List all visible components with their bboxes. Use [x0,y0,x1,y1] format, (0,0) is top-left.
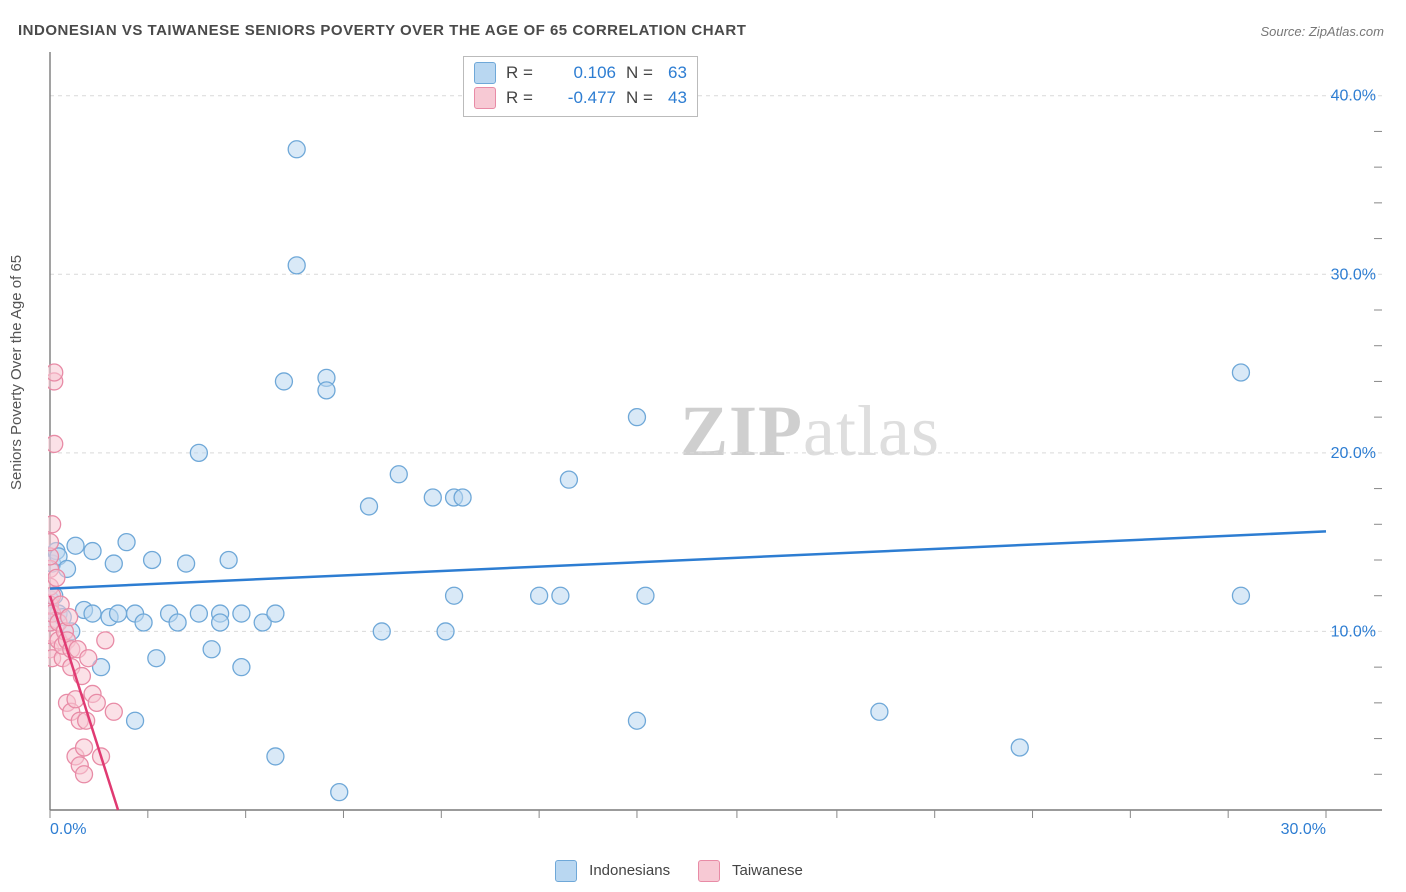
n-label: N = [626,86,658,111]
legend-label-indonesians: Indonesians [589,862,670,879]
r-label: R = [506,86,538,111]
y-axis-label: Seniors Poverty Over the Age of 65 [8,255,25,490]
correlation-legend: R = 0.106 N = 63 R = -0.477 N = 43 [463,56,698,117]
r-label: R = [506,61,538,86]
scatter-plot: 10.0% 20.0% 30.0% 40.0% 0.0% 30.0% [48,52,1384,840]
svg-text:20.0%: 20.0% [1331,445,1376,462]
legend-swatch-taiwanese-bottom [698,860,720,882]
legend-row-taiwanese: R = -0.477 N = 43 [474,86,687,111]
chart-title: INDONESIAN VS TAIWANESE SENIORS POVERTY … [18,22,746,39]
source-prefix: Source: [1260,24,1308,39]
source-name: ZipAtlas.com [1309,24,1384,39]
svg-text:30.0%: 30.0% [1281,821,1326,838]
svg-text:10.0%: 10.0% [1331,623,1376,640]
r-value-indonesians: 0.106 [548,61,616,86]
svg-text:40.0%: 40.0% [1331,88,1376,105]
legend-swatch-indonesians-bottom [555,860,577,882]
n-value-taiwanese: 43 [668,86,687,111]
svg-text:30.0%: 30.0% [1331,266,1376,283]
legend-item-indonesians: Indonesians [555,860,670,882]
legend-swatch-indonesians [474,62,496,84]
source-attribution: Source: ZipAtlas.com [1260,24,1384,39]
r-value-taiwanese: -0.477 [548,86,616,111]
svg-text:0.0%: 0.0% [50,821,86,838]
legend-row-indonesians: R = 0.106 N = 63 [474,61,687,86]
legend-item-taiwanese: Taiwanese [698,860,803,882]
n-label: N = [626,61,658,86]
n-value-indonesians: 63 [668,61,687,86]
series-legend: Indonesians Taiwanese [555,860,803,882]
legend-label-taiwanese: Taiwanese [732,862,803,879]
legend-swatch-taiwanese [474,87,496,109]
